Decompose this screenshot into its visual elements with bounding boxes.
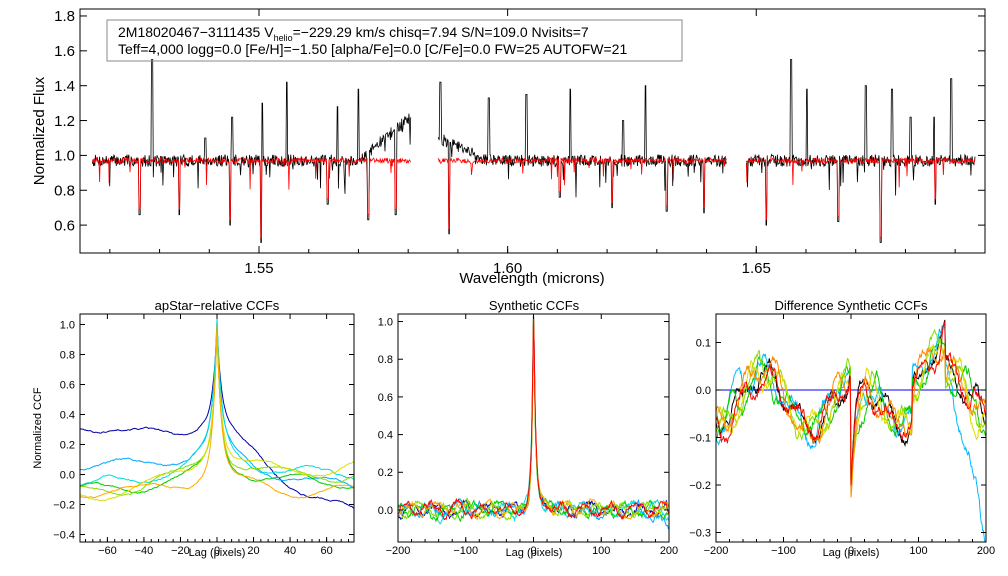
spectrum-y-tick-label: 1.2: [54, 113, 75, 130]
spectrum-ticks: 1.55 1.60 1.65 0.6 0.8 1.0 1.2 1.4 1.6 1.8: [54, 8, 985, 277]
spectrum-x-tick-label: 1.55: [244, 260, 273, 277]
apstar-ccf-y-tick-label: 0.0: [60, 469, 75, 481]
observed-spectrum-line: [92, 59, 412, 243]
apstar-ccf-x-tick-label: 20: [247, 545, 259, 557]
info-line-2: Teff=4,000 logg=0.0 [Fe/H]=−1.50 [alpha/…: [118, 41, 627, 57]
apstar-ccf-x-tick-label: 60: [320, 545, 332, 557]
synthetic-ccf-series-line: [397, 313, 670, 521]
apstar-ccf-lines: [79, 317, 355, 509]
apstar-ccf-y-tick-label: 1.0: [60, 319, 75, 331]
observed-spectrum-line: [437, 81, 727, 235]
apstar-ccf-y-axis-label: Normalized CCF: [32, 387, 44, 469]
apstar-ccf-y-tick-label: 0.4: [60, 409, 75, 421]
spectrum-axes-frame: [79, 8, 986, 254]
observed-spectrum-line: [746, 59, 976, 243]
spectrum-x-tick-label: 1.60: [493, 260, 522, 277]
synthetic-spectrum-line: [92, 156, 412, 238]
spectrum-panel: 1.55 1.60 1.65 0.6 0.8 1.0 1.2 1.4 1.6 1.8 2M1802…: [31, 8, 986, 287]
synthetic-ccf-panel: Synthetic CCFs −200 −100 0 100 200 0.0 0.2 0.4 0…: [378, 298, 678, 559]
synthetic-spectrum-line: [437, 156, 727, 229]
spectrum-y-tick-label: 1.6: [54, 43, 75, 60]
spectrum-lines: [92, 59, 976, 243]
difference-ccf-series-line: [715, 347, 987, 498]
spectrum-y-tick-label: 1.0: [54, 148, 75, 165]
apstar-ccf-panel: apStar−relative CCFs −60 −40 −20 0 20 40 60 −0.…: [32, 298, 355, 559]
apstar-ccf-ticks: −60 −40 −20 0 20 40 60 −0.4 −0.2 0.0 0.2 0.4 0.6 0.8 1…: [53, 314, 354, 557]
apstar-ccf-x-tick-label: 40: [284, 545, 296, 557]
spectrum-y-tick-label: 1.4: [54, 78, 75, 95]
difference-ccf-lines: [715, 319, 987, 543]
difference-ccf-y-tick-label: 0.1: [696, 337, 711, 349]
info-line-1: 2M18020467−3111435 Vhelio=−229.29 km/s c…: [118, 24, 589, 43]
difference-ccf-ticks: −200 −100 0 100 200 −0.3 −0.2 −0.1 0.0 0.1: [689, 314, 995, 557]
spectrum-y-tick-label: 1.8: [54, 8, 75, 25]
apstar-ccf-series-line: [79, 330, 355, 502]
synthetic-ccf-title: Synthetic CCFs: [489, 298, 580, 313]
synthetic-ccf-x-tick-label: 200: [660, 545, 678, 557]
difference-ccf-title: Difference Synthetic CCFs: [775, 298, 928, 313]
synthetic-ccf-y-tick-label: 0.2: [378, 467, 393, 479]
apstar-ccf-x-tick-label: −40: [135, 545, 154, 557]
difference-ccf-y-tick-label: 0.0: [696, 385, 711, 397]
synthetic-ccf-y-tick-label: 1.0: [378, 316, 393, 328]
difference-ccf-x-tick-label: −200: [704, 545, 729, 557]
difference-ccf-series-line: [715, 321, 987, 486]
apstar-ccf-title: apStar−relative CCFs: [155, 298, 280, 313]
info-box: [106, 19, 683, 62]
difference-ccf-x-tick-label: 200: [977, 545, 995, 557]
apstar-ccf-y-tick-label: 0.8: [60, 349, 75, 361]
difference-ccf-y-tick-label: −0.1: [689, 432, 711, 444]
synthetic-ccf-y-tick-label: 0.8: [378, 354, 393, 366]
spectrum-x-tick-label: 1.65: [742, 260, 771, 277]
synthetic-ccf-lines: [397, 313, 670, 530]
synthetic-ccf-y-tick-label: 0.0: [378, 505, 393, 517]
synthetic-ccf-x-axis-label: Lag (pixels): [506, 547, 563, 559]
apstar-ccf-x-tick-label: −60: [98, 545, 117, 557]
apstar-ccf-y-tick-label: 0.6: [60, 379, 75, 391]
synthetic-spectrum-line: [745, 156, 976, 238]
spectrum-x-axis-label: Wavelength (microns): [459, 270, 604, 287]
difference-ccf-y-tick-label: −0.2: [689, 480, 711, 492]
synthetic-ccf-x-tick-label: −100: [453, 545, 478, 557]
apstar-ccf-x-tick-label: 0: [214, 545, 220, 557]
spectrum-y-tick-label: 0.6: [54, 217, 75, 234]
apstar-ccf-x-axis-label: Lag (pixels): [189, 547, 246, 559]
synthetic-ccf-x-tick-label: −200: [386, 545, 411, 557]
synthetic-ccf-x-tick-label: 100: [592, 545, 610, 557]
spectrum-y-axis-label: Normalized Flux: [31, 76, 48, 185]
difference-ccf-x-tick-label: 0: [848, 545, 854, 557]
synthetic-ccf-x-tick-label: 0: [530, 545, 536, 557]
difference-ccf-x-axis-label: Lag (pixels): [823, 547, 880, 559]
difference-ccf-y-tick-label: −0.3: [689, 527, 711, 539]
apstar-ccf-y-tick-label: −0.4: [53, 529, 75, 541]
synthetic-ccf-y-tick-label: 0.6: [378, 392, 393, 404]
apstar-ccf-series-line: [79, 330, 355, 497]
spectrum-y-tick-label: 0.8: [54, 183, 75, 200]
apstar-ccf-series-line: [79, 325, 355, 494]
difference-ccf-x-tick-label: −100: [771, 545, 796, 557]
synthetic-ccf-y-tick-label: 0.4: [378, 429, 393, 441]
apstar-ccf-y-tick-label: −0.2: [53, 499, 75, 511]
apstar-ccf-series-line: [79, 325, 355, 509]
difference-ccf-x-tick-label: 100: [909, 545, 927, 557]
synthetic-ccf-ticks: −200 −100 0 100 200 0.0 0.2 0.4 0.6 0.8 1.0: [378, 314, 678, 557]
apstar-ccf-axes-frame: [79, 313, 355, 543]
difference-ccf-panel: Difference Synthetic CCFs −200 −100 0 100 20…: [689, 298, 995, 559]
apstar-ccf-series-line: [79, 320, 354, 488]
apstar-ccf-series-line: [80, 325, 355, 499]
apstar-ccf-x-tick-label: −20: [171, 545, 190, 557]
apstar-ccf-y-tick-label: 0.2: [60, 439, 75, 451]
